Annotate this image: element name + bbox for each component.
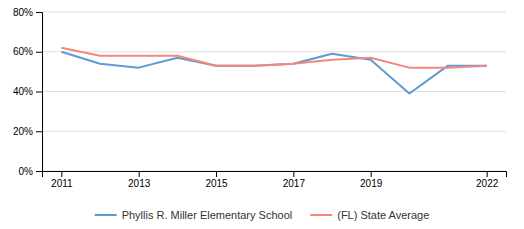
tick: 60% [13,46,42,57]
marks [61,48,486,94]
grid [42,12,506,171]
grid-line [42,12,506,13]
grid-line [42,51,506,52]
tick-mark [36,92,42,93]
axis-line [36,13,43,172]
tick-mark [36,131,42,132]
legend-label: (FL) State Average [337,209,429,221]
legend-swatch [95,214,117,216]
tick-mark [61,171,62,177]
grid-line [42,91,506,92]
tick-mark [36,171,42,172]
tick-mark [139,171,140,177]
tick: 2017 [283,171,306,189]
axis-line [43,172,507,178]
tick-label: 2017 [283,178,306,189]
tick-mark [36,12,42,13]
y-axis: 0% 20% 40% 60% 80% [13,7,43,177]
tick-label: 0% [19,166,34,177]
legend-item: (FL) State Average [310,209,429,221]
tick: 2011 [51,171,73,189]
tick-label: 2013 [128,178,151,189]
series-line [61,52,486,94]
tick: 40% [13,86,42,97]
x-axis: 2011 2013 2015 2017 2019 2022 [43,171,507,189]
plot: 2011 2013 2015 2017 2019 2022 0% 20% 40% 60% 80% [13,7,507,189]
tick: 2019 [360,171,383,189]
tick-label: 80% [13,7,33,18]
tick-mark [371,171,372,177]
tick-label: 60% [13,46,33,57]
tick: 2013 [128,171,151,189]
tick-label: 2015 [205,178,228,189]
tick: 20% [13,126,42,137]
series-line [61,48,486,68]
tick: 2015 [205,171,228,189]
tick-label: 2011 [51,178,73,189]
tick-label: 20% [13,126,33,137]
tick: 80% [13,7,42,18]
tick-mark [216,171,217,177]
tick-label: 2022 [476,178,499,189]
legend: Phyllis R. Miller Elementary School (FL) … [95,209,430,221]
chart: 2011 2013 2015 2017 2019 2022 0% 20% 40% 60% 80% Ph… [0,0,524,229]
tick-mark [36,52,42,53]
legend-swatch [310,214,332,216]
tick-label: 40% [13,86,33,97]
legend-label: Phyllis R. Miller Elementary School [122,209,293,221]
tick: 0% [19,166,42,177]
tick: 2022 [476,171,499,189]
tick-mark [293,171,294,177]
legend-item: Phyllis R. Miller Elementary School [95,209,293,221]
tick-mark [487,171,488,177]
grid-line [42,131,506,132]
tick-label: 2019 [360,178,383,189]
